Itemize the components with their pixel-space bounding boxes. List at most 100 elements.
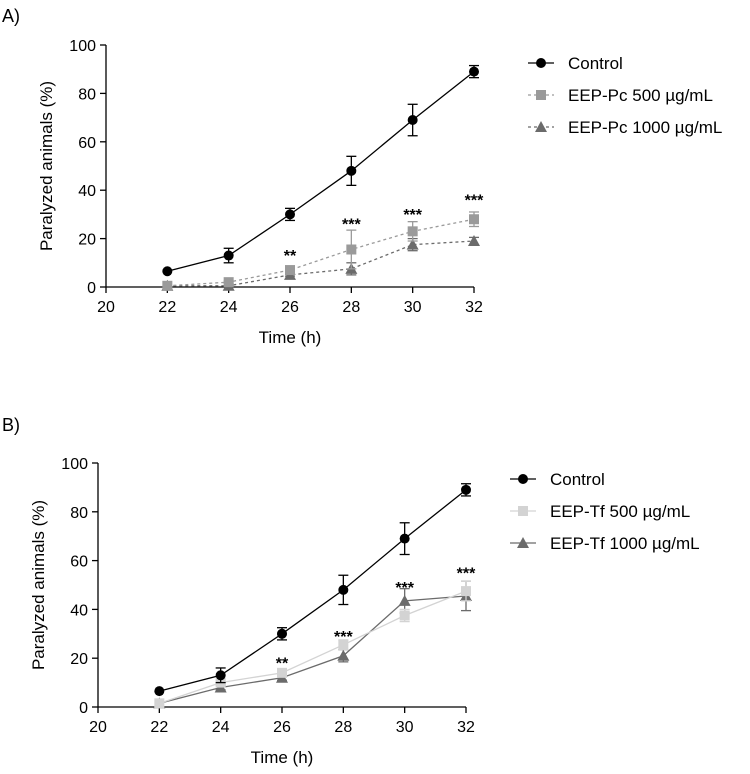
x-tick-label: 22 [150,719,168,736]
y-tick-label: 80 [70,505,88,522]
y-tick-label: 40 [70,602,88,619]
y-tick-label: 60 [70,554,88,571]
y-tick-label: 100 [61,456,88,473]
legend-item: Control [528,54,623,73]
significance-marker: *** [457,565,476,582]
legend-label: EEP-Tf 500 µg/mL [550,502,690,521]
data-point [162,266,173,277]
x-tick-label: 32 [457,719,475,736]
data-point [337,649,350,661]
series-1 [154,580,471,709]
x-axis-title: Time (h) [251,748,314,767]
data-point [346,244,357,255]
data-point [162,280,173,291]
data-point [468,235,480,247]
data-point [223,250,234,261]
y-tick-label: 100 [69,38,96,55]
significance-marker: ** [276,656,289,673]
series-0 [162,64,479,277]
legend-item: EEP-Tf 1000 µg/mL [510,534,700,553]
data-point [406,238,419,250]
legend-label: Control [568,54,623,73]
significance-marker: *** [395,580,414,597]
x-axis-title: Time (h) [259,328,322,347]
data-point [399,533,410,544]
legend-item: EEP-Pc 500 µg/mL [528,86,713,105]
legend-marker [535,121,547,132]
significance-marker: ** [284,248,297,265]
significance-marker: *** [342,217,361,234]
y-tick-label: 20 [78,232,96,249]
y-tick-label: 0 [87,280,96,297]
series-line [167,240,475,287]
panel-label: B) [2,415,20,435]
legend-item: EEP-Pc 1000 µg/mL [528,118,722,137]
data-point [461,586,471,597]
y-tick-label: 0 [79,700,88,717]
x-tick-label: 28 [334,719,352,736]
legend-marker [518,506,528,516]
series-line [159,590,467,704]
legend: Control EEP-Pc 500 µg/mL EEP-Pc 1000 µg/mL [528,54,722,137]
data-point [338,639,349,650]
y-tick-label: 60 [78,135,96,152]
legend: Control EEP-Tf 500 µg/mL EEP-Tf 1000 µg/mL [510,470,700,553]
data-point [461,484,471,495]
data-point [223,277,234,288]
x-tick-label: 30 [396,719,414,736]
panel-label: A) [2,6,20,26]
legend-marker [536,90,546,100]
data-point [469,66,479,77]
data-point [398,594,411,606]
y-axis-title: Paralyzed animals (%) [37,81,56,251]
legend-marker [536,58,546,68]
data-point [154,686,165,697]
data-point [285,265,295,276]
x-tick-label: 20 [97,299,115,316]
significance-marker: *** [334,629,353,646]
data-point [285,209,295,220]
x-tick-label: 32 [465,299,483,316]
legend-marker [518,474,528,484]
legend-marker [517,537,529,548]
data-point [215,670,226,681]
x-tick-label: 22 [158,299,176,316]
x-tick-label: 28 [342,299,360,316]
series-1 [162,211,479,291]
significance-marker: *** [465,192,484,209]
y-tick-label: 20 [70,651,88,668]
legend-item: Control [510,470,605,489]
x-tick-label: 24 [212,719,230,736]
data-point [407,226,418,237]
legend-label: EEP-Pc 1000 µg/mL [568,118,722,137]
data-point [277,628,287,639]
x-tick-label: 20 [89,719,107,736]
y-axis-title: Paralyzed animals (%) [29,500,48,670]
y-tick-label: 40 [78,183,96,200]
x-tick-label: 30 [404,299,422,316]
significance-marker: *** [403,207,422,224]
series-2 [161,235,480,291]
legend-item: EEP-Tf 500 µg/mL [510,502,690,521]
x-tick-label: 24 [220,299,238,316]
data-point [407,115,418,126]
series-line [159,595,467,704]
series-line [167,71,475,272]
data-point [346,165,357,176]
x-tick-label: 26 [273,719,291,736]
data-point [154,698,165,709]
series-line [167,218,475,287]
legend-label: Control [550,470,605,489]
series-line [159,489,467,692]
legend-label: EEP-Tf 1000 µg/mL [550,534,700,553]
data-point [277,667,287,678]
legend-label: EEP-Pc 500 µg/mL [568,86,713,105]
data-point [399,610,410,621]
y-tick-label: 80 [78,86,96,103]
series-0 [154,483,471,697]
x-tick-label: 26 [281,299,299,316]
data-point [338,584,349,595]
